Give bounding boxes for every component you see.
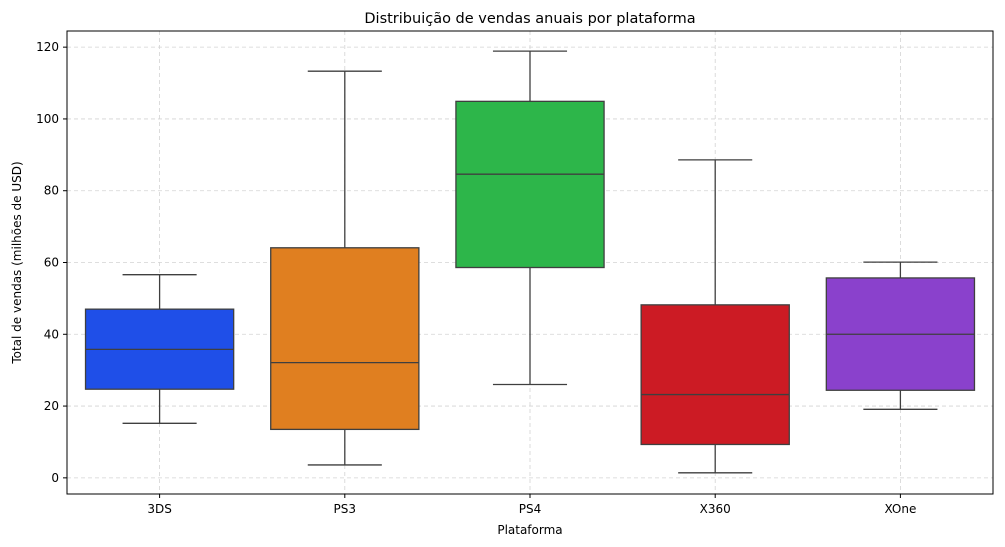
x-axis-label: Plataforma xyxy=(497,523,562,537)
box-layer xyxy=(84,50,976,474)
box-ps3 xyxy=(270,70,420,466)
y-axis-label: Total de vendas (milhões de USD) xyxy=(10,161,24,364)
y-tick-label: 120 xyxy=(36,40,59,54)
y-tick-label: 80 xyxy=(44,184,59,198)
x-tick-label: PS4 xyxy=(519,502,542,516)
box-ps4 xyxy=(455,50,605,386)
iqr-box xyxy=(455,100,605,269)
y-tick-label: 40 xyxy=(44,327,59,341)
box-xone xyxy=(825,261,976,410)
y-tick-label: 100 xyxy=(36,112,59,126)
box-x360 xyxy=(640,159,790,474)
x-tick-label: PS3 xyxy=(334,502,357,516)
y-tick-label: 20 xyxy=(44,399,59,413)
y-tick-label: 60 xyxy=(44,256,59,270)
box-3ds xyxy=(84,274,235,424)
chart-title: Distribuição de vendas anuais por plataf… xyxy=(364,11,695,27)
x-tick-label: XOne xyxy=(884,502,916,516)
iqr-box xyxy=(640,304,790,446)
y-tick-label: 0 xyxy=(51,471,59,485)
iqr-box xyxy=(270,247,420,431)
x-tick-label: 3DS xyxy=(147,502,172,516)
x-tick-label: X360 xyxy=(700,502,731,516)
tick-layer: 0 20 40 60 80 100 120 3DS PS3 PS4 X360 XOne xyxy=(36,40,916,516)
